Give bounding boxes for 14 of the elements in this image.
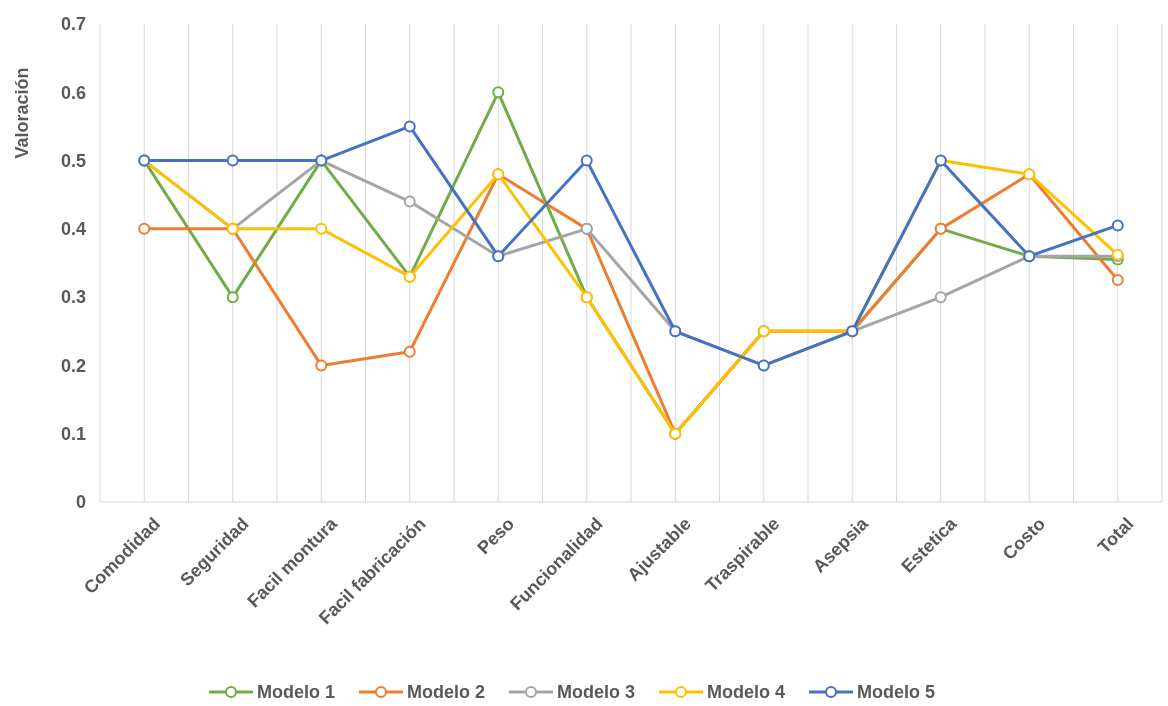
- y-tick-label: 0: [75, 492, 86, 513]
- y-tick-label: 0.6: [60, 82, 86, 103]
- legend-label: Modelo 3: [557, 682, 636, 703]
- y-tick-label: 0.2: [60, 355, 86, 376]
- legend-label: Modelo 4: [707, 682, 786, 703]
- y-tick-label: 0.3: [60, 287, 86, 308]
- y-tick-label: 0.5: [60, 150, 86, 171]
- legend-label: Modelo 2: [407, 682, 486, 703]
- legend-label: Modelo 1: [257, 682, 336, 703]
- y-axis-title: Valoración: [12, 67, 32, 159]
- y-tick-label: 0.1: [60, 424, 86, 445]
- y-tick-label: 0.7: [60, 14, 86, 35]
- legend-label: Modelo 5: [857, 682, 936, 703]
- y-tick-label: 0.4: [60, 219, 86, 240]
